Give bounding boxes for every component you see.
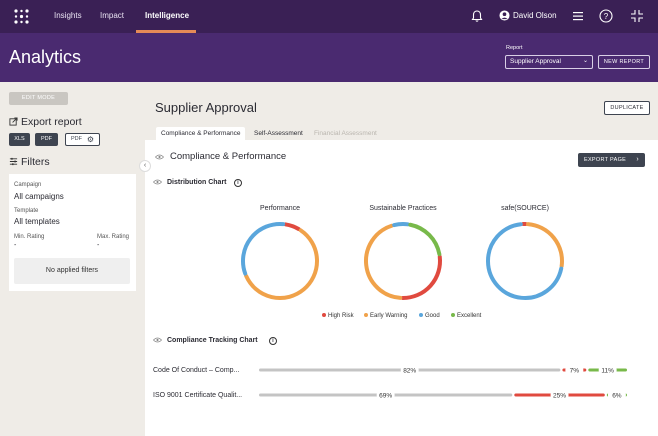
legend-high-risk-label: High Risk (328, 313, 354, 319)
new-report-button[interactable]: NEW REPORT (598, 55, 650, 69)
info-icon[interactable]: i (234, 179, 242, 187)
donut-label-performance: Performance (259, 205, 301, 212)
filters-icon (9, 157, 18, 166)
min-rating-value[interactable]: - (14, 242, 17, 249)
no-filters-message: No applied filters (14, 258, 130, 284)
export-report-label: Export report (21, 116, 82, 128)
page-header: Analytics Report Supplier Approval ⌄ NEW… (0, 33, 658, 82)
svg-text:?: ? (604, 12, 609, 21)
help-icon[interactable]: ? (599, 9, 613, 23)
donut-label-safe-source: safe(SOURCE) (501, 205, 549, 212)
app-logo-icon[interactable] (14, 9, 29, 24)
gear-icon: ⚙ (86, 135, 94, 144)
campaign-label: Campaign (14, 182, 42, 188)
tracking-row-label: Code Of Conduct – Comp... (153, 367, 240, 374)
legend-early-warning: Early Warning (364, 313, 407, 319)
user-avatar-icon[interactable] (499, 10, 510, 21)
tracking-row-label: ISO 9001 Certificate Qualit... (153, 392, 243, 399)
export-xls-button[interactable]: XLS (9, 133, 30, 146)
nav-impact[interactable]: Impact (100, 11, 125, 20)
user-name[interactable]: David Olson (513, 11, 557, 20)
template-value[interactable]: All templates (14, 217, 60, 226)
top-nav: Insights Impact Intelligence David Olson… (0, 0, 658, 33)
donut-label-sustainable: Sustainable Practices (369, 205, 437, 212)
tab-self-assessment[interactable]: Self-Assessment (254, 130, 303, 137)
info-icon[interactable]: i (269, 337, 277, 345)
legend-high-risk: High Risk (322, 313, 354, 319)
campaign-value[interactable]: All campaigns (14, 192, 64, 201)
distribution-chart-title: Distribution Chart (167, 179, 227, 186)
report-select[interactable]: Supplier Approval ⌄ (505, 55, 593, 69)
export-pdf-settings-button[interactable]: PDF ⚙ (65, 133, 100, 146)
export-report-title: Export report (9, 116, 82, 128)
legend-excellent: Excellent (451, 313, 481, 319)
export-pdf-settings-label: PDF (71, 136, 82, 142)
nav-insights[interactable]: Insights (54, 11, 82, 20)
export-page-button[interactable]: EXPORT PAGE › (578, 153, 645, 167)
legend-good-label: Good (425, 313, 440, 319)
collapse-sidebar-button[interactable]: ‹ (139, 160, 151, 172)
export-pdf-button[interactable]: PDF (35, 133, 58, 146)
eye-icon[interactable] (155, 154, 164, 160)
edit-mode-button[interactable]: EDIT MODE (9, 92, 68, 105)
eye-icon[interactable] (153, 337, 162, 343)
filters-panel: Campaign All campaigns Template All temp… (9, 174, 136, 291)
tab-compliance-performance[interactable]: Compliance & Performance (156, 127, 246, 140)
max-rating-value[interactable]: - (97, 242, 100, 249)
page-title: Analytics (9, 47, 82, 67)
legend-early-warning-label: Early Warning (370, 313, 408, 319)
legend-excellent-label: Excellent (457, 313, 482, 319)
export-page-label: EXPORT PAGE (584, 157, 627, 163)
report-label: Report (506, 45, 523, 51)
bell-icon[interactable] (470, 9, 484, 23)
nav-intelligence[interactable]: Intelligence (145, 11, 190, 20)
report-title: Supplier Approval (155, 100, 257, 115)
menu-icon[interactable] (571, 9, 585, 23)
duplicate-button[interactable]: DUPLICATE (604, 101, 650, 115)
report-select-value: Supplier Approval (510, 58, 561, 65)
filters-label: Filters (21, 156, 50, 168)
nav-active-indicator (136, 30, 196, 33)
chevron-down-icon: ⌄ (582, 58, 588, 64)
compliance-tracking-title: Compliance Tracking Chart (167, 337, 258, 344)
filters-title: Filters (9, 156, 50, 168)
collapse-icon[interactable] (630, 9, 644, 23)
template-label: Template (14, 208, 39, 214)
legend-good: Good (419, 313, 440, 319)
chevron-right-icon: › (636, 156, 639, 163)
min-rating-label: Min. Rating (14, 234, 45, 240)
eye-icon[interactable] (153, 179, 162, 185)
section-title: Compliance & Performance (170, 151, 287, 162)
max-rating-label: Max. Rating (97, 234, 130, 240)
export-icon (9, 117, 18, 126)
tab-financial-assessment: Financial Assessment (314, 130, 377, 137)
